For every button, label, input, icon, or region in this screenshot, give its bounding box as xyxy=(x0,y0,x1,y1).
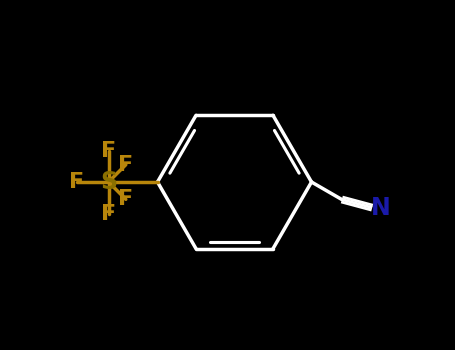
Text: F: F xyxy=(101,140,116,161)
Text: S: S xyxy=(100,170,117,194)
Text: F: F xyxy=(118,155,133,175)
Text: N: N xyxy=(371,196,391,220)
Text: F: F xyxy=(118,189,133,209)
Text: F: F xyxy=(101,203,116,224)
Text: F: F xyxy=(70,172,85,192)
